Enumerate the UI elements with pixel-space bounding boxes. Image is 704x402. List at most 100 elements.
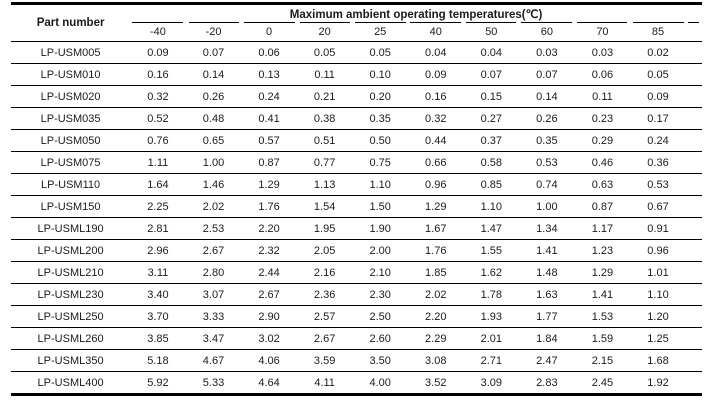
value-cell: 0.52 [130, 107, 186, 130]
value-cell: 0.09 [130, 41, 186, 64]
value-cell: 3.50 [352, 349, 408, 372]
temp-header-cell: -40 [130, 22, 186, 42]
spacer-cell [685, 173, 702, 196]
value-cell: 2.67 [241, 283, 297, 306]
temp-header-cell: 0 [241, 22, 297, 42]
value-cell: 0.57 [241, 129, 297, 152]
part-number-cell: LP-USML400 [37, 376, 104, 389]
value-cell: 2.02 [407, 283, 464, 306]
table-row: LP-USM075 1.11 1.00 0.87 0.77 0.75 0.66 0.58 0.5… [11, 151, 702, 174]
table-row: LP-USML210 3.11 2.80 2.44 2.16 2.10 1.85 1.62 1.… [11, 261, 702, 284]
value-cell: 2.02 [185, 195, 242, 218]
value-cell: 3.11 [130, 261, 186, 284]
value-cell: 0.66 [407, 151, 464, 174]
value-cell: 2.80 [185, 261, 242, 284]
value-cell: 2.25 [130, 195, 186, 218]
value-cell: 0.51 [296, 129, 353, 152]
value-cell: 0.96 [407, 173, 464, 196]
value-cell: 0.85 [463, 173, 520, 196]
value-cell: 1.59 [574, 327, 631, 350]
part-number-cell: LP-USML200 [11, 239, 131, 262]
value-cell: 0.21 [296, 85, 353, 108]
value-cell: 4.00 [369, 376, 391, 389]
value-cell: 1.29 [407, 195, 464, 218]
value-cell: 0.14 [519, 85, 575, 108]
table-row: LP-USML400 5.92 5.33 4.64 4.11 4.00 3.52 3.09 2.… [11, 372, 702, 395]
part-number-cell: LP-USML190 [11, 217, 131, 240]
spacer-cell [685, 85, 702, 108]
value-cell: 0.46 [574, 151, 631, 174]
value-cell: 0.13 [241, 63, 297, 86]
value-cell: 2.50 [352, 305, 408, 328]
value-cell: 1.25 [630, 327, 686, 350]
value-cell: 2.20 [407, 305, 464, 328]
value-cell: 0.06 [241, 41, 297, 64]
value-cell: 0.06 [574, 63, 631, 86]
value-cell: 0.35 [352, 107, 408, 130]
value-cell: 1.11 [130, 151, 186, 174]
value-cell: 0.02 [630, 41, 686, 64]
temp-header-cell: 60 [519, 22, 575, 42]
value-cell: 3.70 [130, 305, 186, 328]
value-cell: 0.27 [463, 107, 520, 130]
value-cell: 2.10 [352, 261, 408, 284]
table-row: LP-USML350 5.18 4.67 4.06 3.59 3.50 3.08 2.71 2.… [11, 349, 702, 372]
table-row: LP-USM020 0.32 0.26 0.24 0.21 0.20 0.16 0.15 0.1… [11, 85, 702, 108]
spacer-cell [685, 151, 702, 174]
value-cell: 0.44 [407, 129, 464, 152]
table-row: LP-USML200 2.96 2.67 2.32 2.05 2.00 1.76 1.55 1.… [11, 239, 702, 262]
operating-temperatures-table: Part number Maximum ambient operating te… [11, 2, 702, 396]
value-cell: 1.46 [185, 173, 242, 196]
table-row: LP-USM150 2.25 2.02 1.76 1.54 1.50 1.29 1.10 1.0… [11, 195, 702, 218]
spacer-cell [685, 107, 702, 130]
value-cell: 1.41 [519, 239, 575, 262]
value-cell: 1.34 [519, 217, 575, 240]
value-cell: 4.06 [241, 349, 297, 372]
value-cell: 0.29 [574, 129, 631, 152]
value-cell: 2.71 [463, 349, 520, 372]
value-cell: 1.63 [519, 283, 575, 306]
value-cell: 2.32 [241, 239, 297, 262]
value-cell: 0.10 [352, 63, 408, 86]
temp-header-cell: -20 [185, 22, 242, 42]
value-cell: 0.11 [574, 85, 631, 108]
value-cell: 3.02 [241, 327, 297, 350]
value-cell: 1.68 [630, 349, 686, 372]
value-cell: 3.08 [407, 349, 464, 372]
value-cell: 0.50 [352, 129, 408, 152]
spacer-cell [685, 195, 702, 218]
value-cell: 2.15 [574, 349, 631, 372]
value-cell: 0.16 [130, 63, 186, 86]
value-cell: 1.00 [519, 195, 575, 218]
table-header: Part number Maximum ambient operating te… [11, 3, 702, 42]
value-cell: 0.75 [352, 151, 408, 174]
value-cell: 0.15 [463, 85, 520, 108]
value-cell: 0.14 [185, 63, 242, 86]
value-cell: 0.53 [519, 151, 575, 174]
value-cell: 2.01 [463, 327, 520, 350]
table-body: LP-USM005 0.09 0.07 0.06 0.05 0.05 0.04 0.04 0.0… [11, 41, 702, 395]
spacer-cell [686, 372, 702, 395]
table-row: LP-USM050 0.76 0.65 0.57 0.51 0.50 0.44 0.37 0.3… [11, 129, 702, 152]
value-cell: 0.67 [630, 195, 686, 218]
value-cell: 0.76 [130, 129, 186, 152]
table-row: LP-USM110 1.64 1.46 1.29 1.13 1.10 0.96 0.85 0.7… [11, 173, 702, 196]
table-row: LP-USM005 0.09 0.07 0.06 0.05 0.05 0.04 0.04 0.0… [11, 41, 702, 64]
value-cell: 5.33 [202, 376, 225, 389]
header-row-temperatures: -40 -20 0 20 25 40 50 60 70 85 [11, 22, 702, 42]
value-cell: 1.50 [352, 195, 408, 218]
value-cell: 1.76 [407, 239, 464, 262]
value-cell: 2.53 [185, 217, 242, 240]
value-cell: 1.01 [630, 261, 686, 284]
value-cell: 1.64 [130, 173, 186, 196]
value-cell: 3.85 [130, 327, 186, 350]
value-cell: 0.53 [630, 173, 686, 196]
temp-header-cell: 50 [463, 22, 520, 42]
value-cell: 0.41 [241, 107, 297, 130]
value-cell: 2.20 [241, 217, 297, 240]
value-cell: 0.91 [630, 217, 686, 240]
value-cell: 0.77 [296, 151, 353, 174]
value-cell: 1.67 [407, 217, 464, 240]
value-cell: 2.81 [130, 217, 186, 240]
part-number-cell: LP-USM075 [11, 151, 131, 174]
